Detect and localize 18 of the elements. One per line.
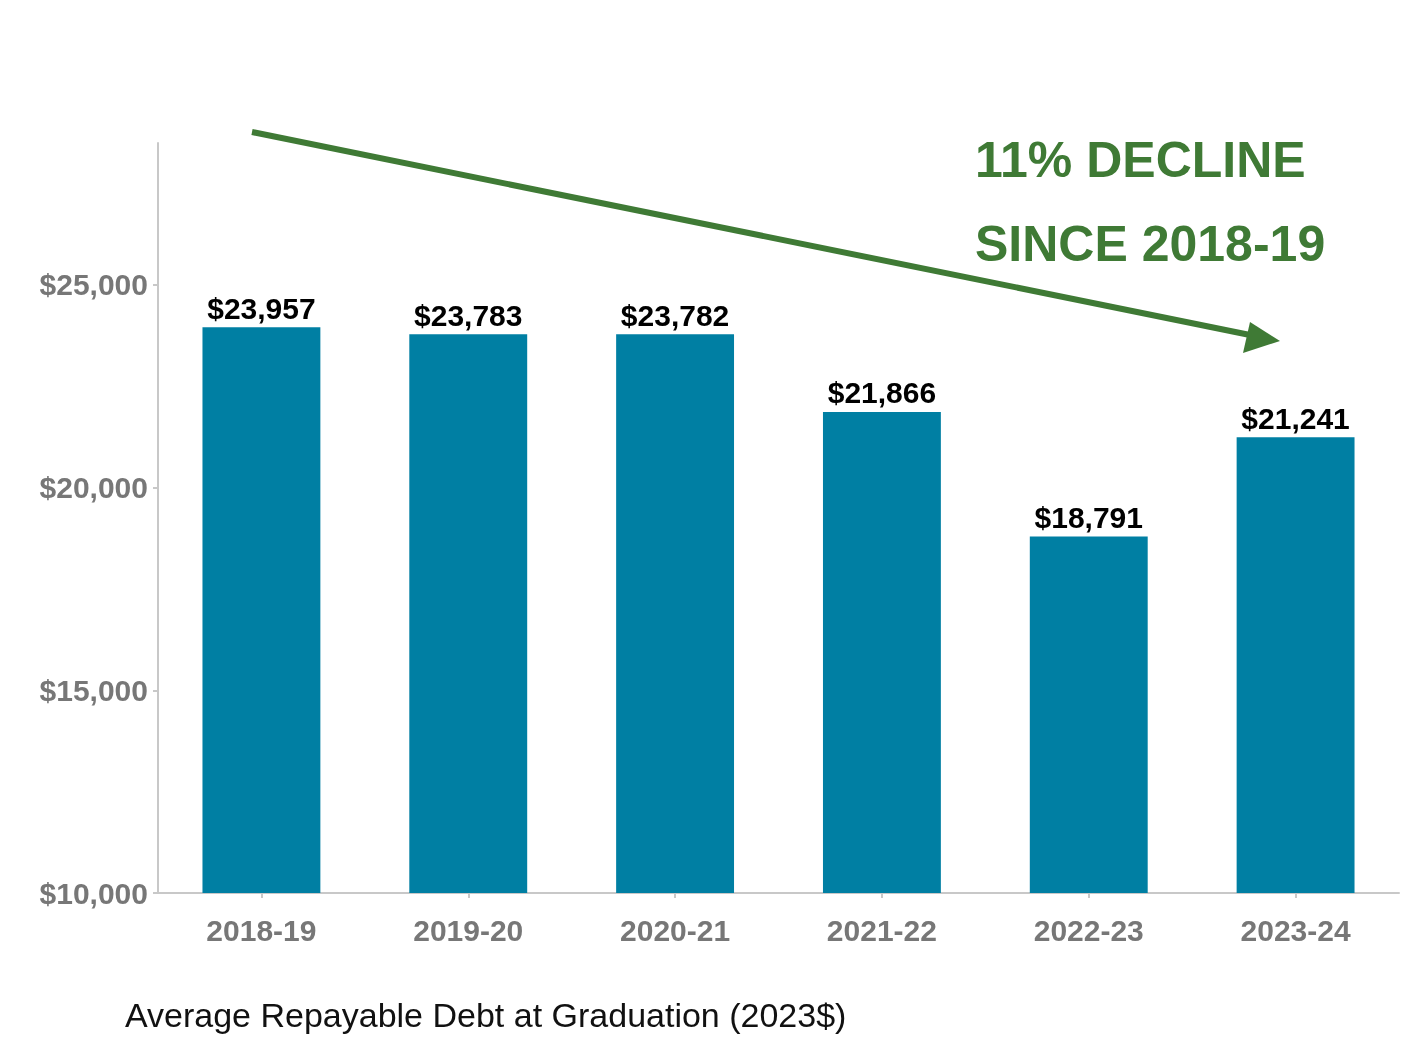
x-tick-label: 2023-24 [1240, 913, 1351, 947]
y-tick-label: $15,000 [39, 673, 148, 707]
x-tick-label: 2018-19 [206, 913, 317, 947]
data-label: $23,782 [620, 298, 730, 332]
y-tick-label: $10,000 [39, 876, 148, 910]
data-label: $21,866 [827, 376, 937, 410]
data-label: $21,241 [1241, 401, 1350, 435]
x-tick-label: 2020-21 [620, 913, 731, 947]
x-tick-label: 2019-20 [413, 913, 524, 947]
data-label: $23,957 [207, 291, 316, 325]
y-tick-label: $20,000 [39, 471, 148, 505]
data-label: $18,791 [1034, 501, 1143, 535]
data-label: $23,783 [414, 298, 523, 332]
annotation: 11% DECLINE SINCE 2018-19 [975, 131, 1327, 274]
y-tick-label: $25,000 [39, 268, 148, 302]
x-axis-title: Average Repayable Debt at Graduation (2023$) [125, 996, 847, 1034]
x-tick-label: 2021-22 [826, 913, 937, 947]
x-tick-label: 2022-23 [1033, 913, 1144, 947]
